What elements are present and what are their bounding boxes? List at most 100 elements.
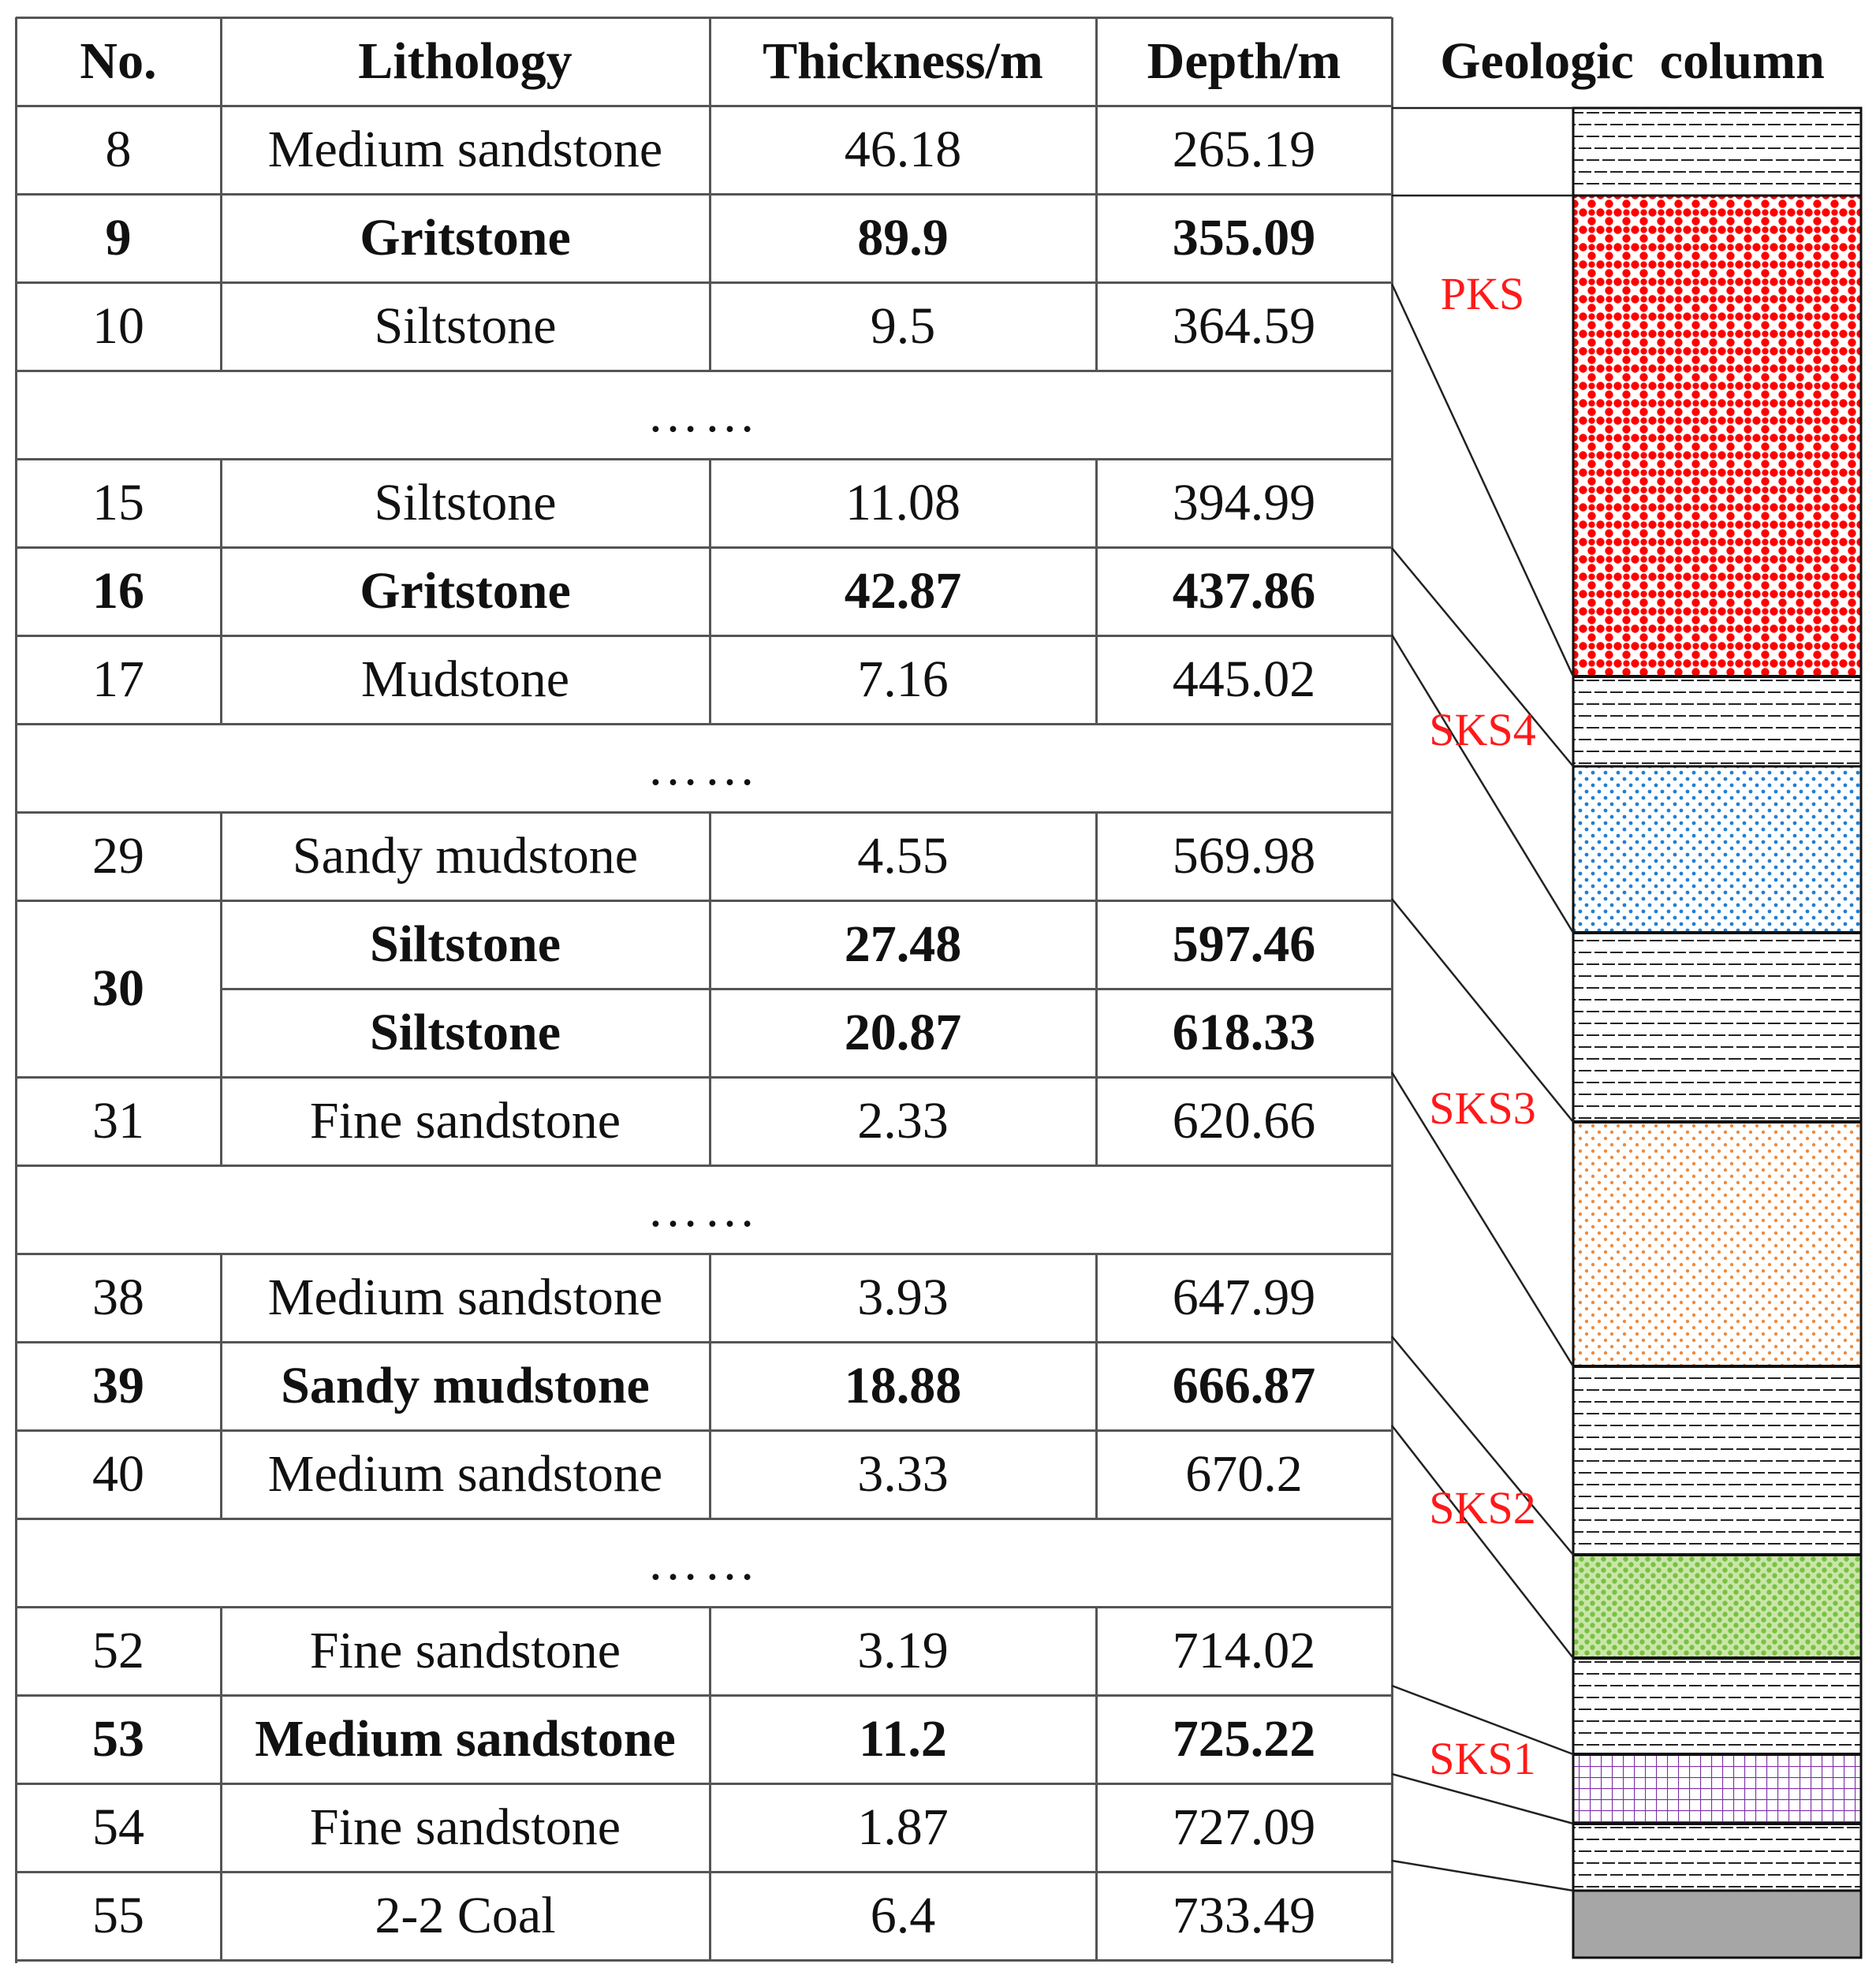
depth-cell: 394.99 [1172,474,1316,531]
table-rule [220,1783,222,1872]
depth-cell: 597.46 [1172,915,1316,973]
no-cell: 17 [92,650,144,708]
table-rule [220,989,222,1077]
connector-line [1390,283,1575,677]
lithology-cell: Medium sandstone [267,1269,663,1326]
table-rule [220,812,222,900]
connector-line [1390,634,1575,933]
table-rule [220,1254,222,1342]
sks2-sandy-mudstone-layer [1572,1553,1863,1660]
table-rule [220,459,222,547]
table-rule [220,635,222,724]
lithology-cell: Medium sandstone [267,121,663,178]
member-label-sks4: SKS4 [1429,704,1535,755]
lithology-cell: Medium sandstone [267,1445,663,1503]
sks1-medium-sandstone-layer [1572,1753,1863,1825]
thickness-cell: 42.87 [844,562,962,620]
member-label-sks1: SKS1 [1429,1733,1535,1784]
lithology-cell: Fine sandstone [309,1622,621,1679]
strata-table: No. Lithology Thickness/m Depth/m 8 Medium sa… [15,17,1393,1963]
lithology-cell: Fine sandstone [309,1798,621,1856]
depth-cell: 437.86 [1172,562,1316,620]
sks3-siltstone-layer [1572,1120,1863,1368]
lithology-cell: 2-2 Coal [375,1887,556,1944]
table-rule [16,281,1392,284]
thickness-cell: 2.33 [857,1092,949,1150]
mudstone-layer [1572,675,1863,768]
table-rule [16,17,1392,19]
lithology-cell: Siltstone [374,297,557,355]
connector-line [1391,898,1574,1123]
header-lithology: Lithology [358,32,572,90]
thickness-cell: 3.93 [857,1269,949,1326]
table-rule [1095,812,1098,900]
connector-line [1391,1425,1574,1659]
table-rule [709,547,711,635]
connector-line [1391,1336,1574,1556]
table-rule [16,546,1392,549]
member-label-sks2: SKS2 [1429,1482,1535,1533]
thickness-cell: 27.48 [844,915,962,973]
mudstone-layer [1572,1656,1863,1756]
table-rule [220,1430,222,1519]
table-rule [16,370,1392,372]
thickness-cell: 18.88 [844,1357,962,1414]
table-rule [16,1959,1392,1962]
table-rule [16,1341,1392,1343]
lithology-cell: Siltstone [369,915,561,973]
table-rule [15,17,17,1963]
no-cell: 53 [92,1710,144,1768]
thickness-cell: 6.4 [870,1887,936,1944]
no-cell: 52 [92,1622,144,1679]
depth-cell: 364.59 [1172,297,1316,355]
member-label-pks: PKS [1441,268,1524,319]
mudstone-layer [1572,106,1863,197]
depth-cell: 670.2 [1185,1445,1303,1503]
thickness-cell: 4.55 [857,827,949,885]
lithology-cell: Siltstone [374,474,557,531]
thickness-cell: 11.2 [859,1710,947,1768]
table-rule [220,282,222,371]
table-rule [16,1429,1392,1432]
no-cell: 31 [92,1092,144,1150]
table-rule [1095,106,1098,194]
no-cell: 39 [92,1357,144,1414]
connector-line [1391,1684,1574,1756]
table-rule [221,988,1392,990]
table-rule [16,1783,1392,1785]
depth-cell: 725.22 [1172,1710,1316,1768]
lithology-cell: Gritstone [360,562,571,620]
no-cell: 38 [92,1269,144,1326]
table-rule [16,811,1392,814]
table-rule [16,1076,1392,1079]
depth-cell: 445.02 [1172,650,1316,708]
table-rule [220,900,222,989]
table-rule [709,106,711,194]
table-rule [709,1872,711,1960]
table-rule [1095,1430,1098,1519]
table-rule [16,1871,1392,1873]
table-rule [709,989,711,1077]
table-rule [1095,547,1098,635]
table-rule [220,17,222,106]
lithology-cell: Fine sandstone [309,1092,621,1150]
table-rule [220,1077,222,1165]
table-rule [709,1430,711,1519]
table-rule [16,1518,1392,1520]
table-rule [220,1695,222,1783]
table-rule [709,194,711,282]
no-cell: 30 [92,960,144,1017]
table-rule [709,1695,711,1783]
table-rule [16,105,1392,107]
table-rule [1095,900,1098,989]
header-thickness: Thickness/m [763,32,1043,90]
ellipsis-cell: …… [647,1533,761,1591]
table-rule [1095,459,1098,547]
table-rule [709,812,711,900]
thickness-cell: 1.87 [857,1798,949,1856]
thickness-cell: 20.87 [844,1004,962,1061]
lithology-cell: Siltstone [369,1004,561,1061]
table-rule [16,723,1392,725]
mudstone-layer [1572,931,1863,1124]
